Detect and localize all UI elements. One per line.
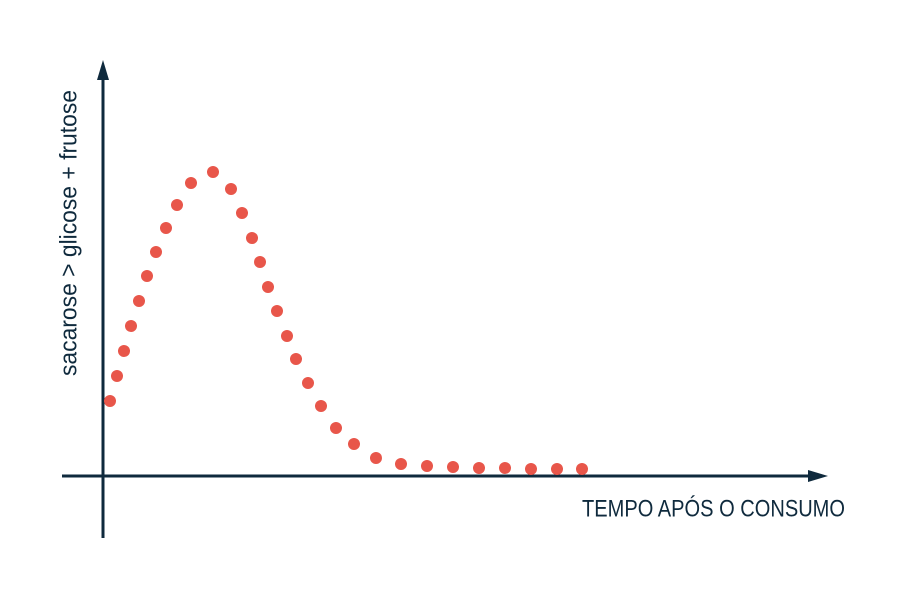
data-point	[395, 458, 407, 470]
data-point	[473, 462, 485, 474]
data-point	[160, 222, 172, 234]
data-point	[225, 183, 237, 195]
data-point	[150, 246, 162, 258]
data-point	[447, 461, 459, 473]
data-point	[236, 207, 248, 219]
data-point	[171, 199, 183, 211]
data-point	[246, 232, 258, 244]
data-point	[421, 460, 433, 472]
data-point	[348, 438, 360, 450]
data-point	[141, 270, 153, 282]
data-point	[290, 353, 302, 365]
data-point	[302, 377, 314, 389]
data-point	[262, 281, 274, 293]
data-point	[254, 256, 266, 268]
data-point	[525, 463, 537, 475]
y-axis-label: sacarose > glicose + frutose	[55, 90, 82, 376]
data-point	[499, 462, 511, 474]
data-point	[118, 345, 130, 357]
data-point	[281, 330, 293, 342]
data-point	[551, 463, 563, 475]
data-point	[207, 166, 219, 178]
x-axis-arrow	[808, 470, 828, 482]
data-point	[104, 395, 116, 407]
data-point	[185, 177, 197, 189]
data-point	[370, 452, 382, 464]
x-axis-label: TEMPO APÓS O CONSUMO	[582, 495, 845, 522]
data-point	[315, 400, 327, 412]
y-axis-arrow	[97, 60, 109, 80]
data-point	[133, 295, 145, 307]
data-point	[576, 463, 588, 475]
data-point	[271, 305, 283, 317]
data-point	[330, 422, 342, 434]
data-point	[111, 370, 123, 382]
data-point	[125, 320, 137, 332]
